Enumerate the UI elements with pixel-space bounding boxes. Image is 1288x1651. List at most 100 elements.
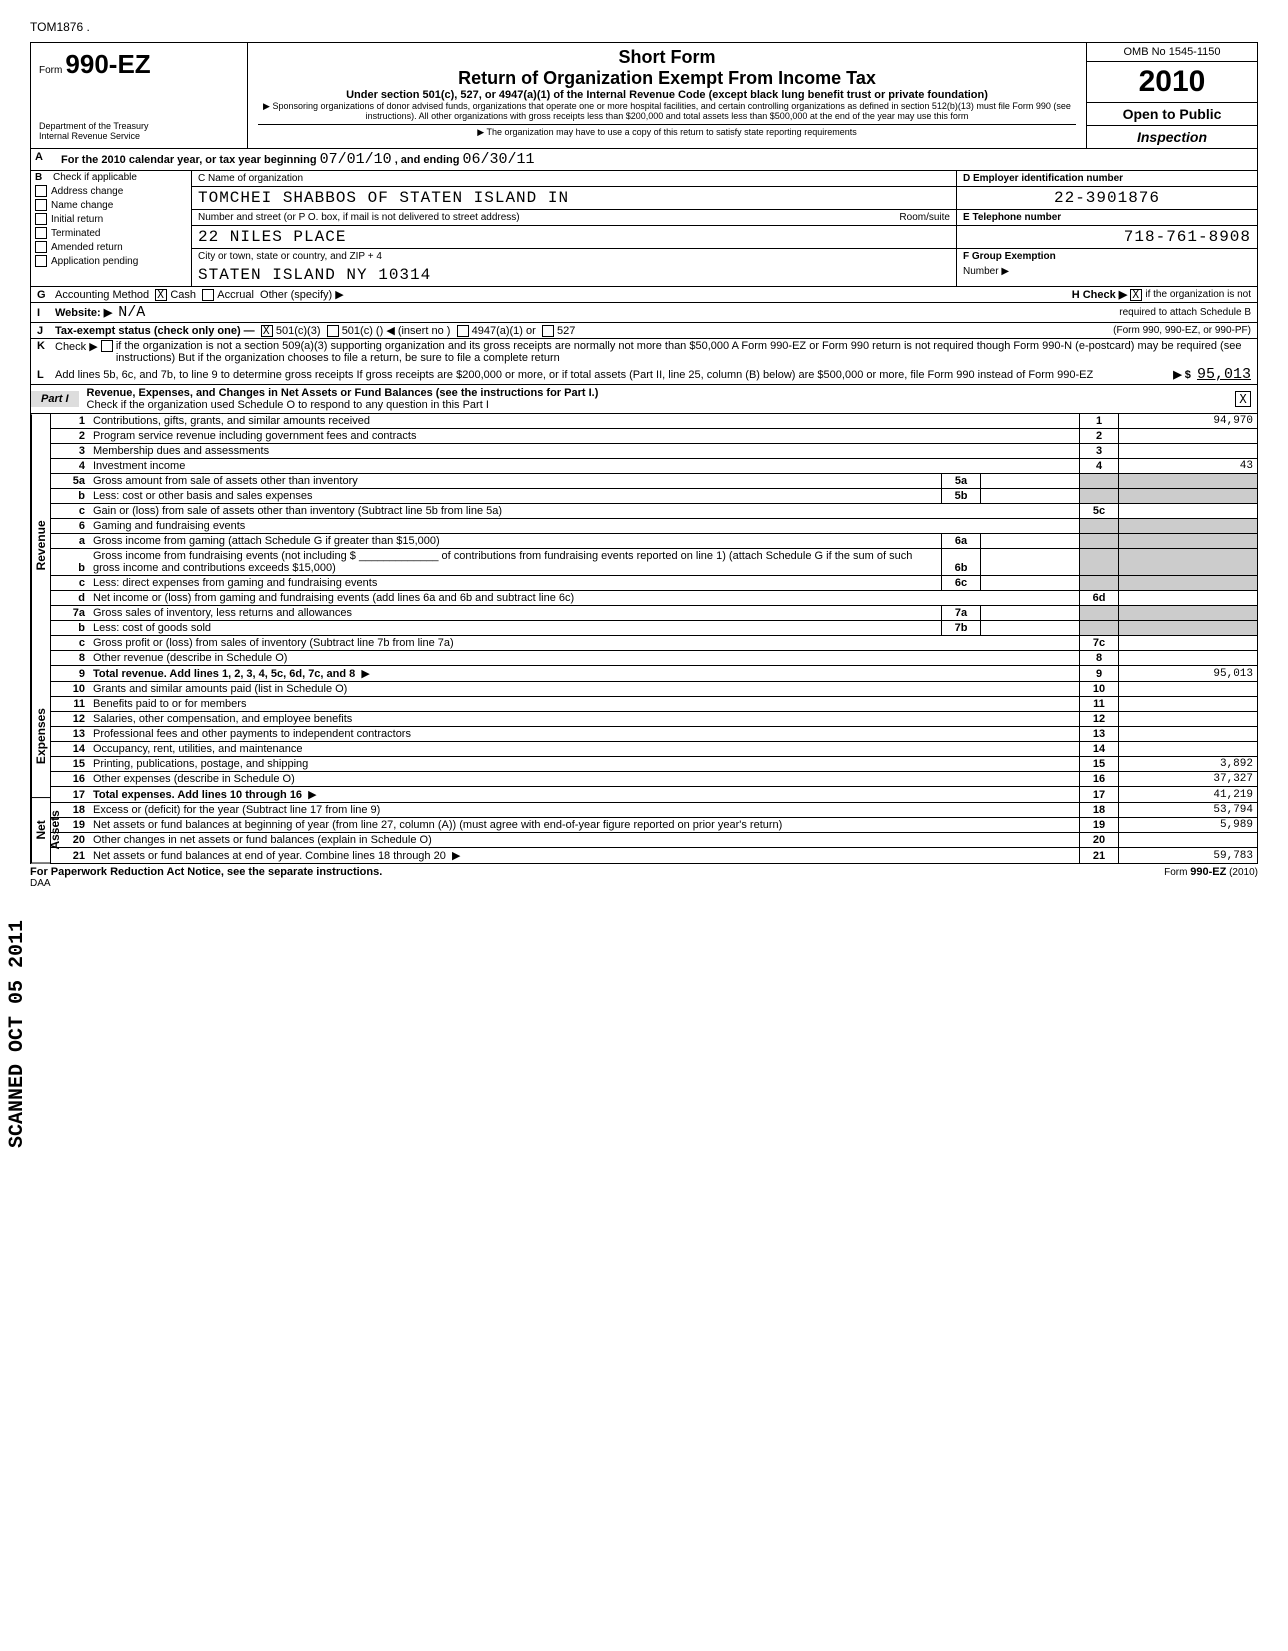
line-row-14: 14Occupancy, rent, utilities, and mainte… [51, 742, 1258, 757]
part1-header: Part I Revenue, Expenses, and Changes in… [30, 385, 1258, 414]
line-row-1: 1Contributions, gifts, grants, and simil… [51, 414, 1258, 429]
omb-number: OMB No 1545-1150 [1087, 43, 1257, 62]
check-terminated[interactable] [35, 227, 47, 239]
part1-tab: Part I [31, 391, 79, 407]
line-desc: Membership dues and assessments [89, 444, 1080, 459]
line-desc: Contributions, gifts, grants, and simila… [89, 414, 1080, 429]
f-label2: Number ▶ [963, 266, 1009, 277]
return-title: Return of Organization Exempt From Incom… [258, 68, 1076, 89]
mini-idx: 7b [942, 621, 981, 636]
idx-shade [1080, 606, 1119, 621]
line-row-11: 11Benefits paid to or for members11 [51, 697, 1258, 712]
mini-val [981, 621, 1080, 636]
h-label: H Check ▶ [1072, 288, 1128, 301]
line-idx: 1 [1080, 414, 1119, 429]
line-row-16: 16Other expenses (describe in Schedule O… [51, 772, 1258, 787]
mini-val [981, 474, 1080, 489]
idx-shade [1080, 489, 1119, 504]
line-desc: Less: cost or other basis and sales expe… [89, 489, 942, 504]
h-text2: required to attach Schedule B [1119, 307, 1251, 318]
line-idx: 17 [1080, 787, 1119, 803]
check-label-5: Application pending [51, 256, 138, 267]
return-subtitle: Under section 501(c), 527, or 4947(a)(1)… [258, 89, 1076, 101]
mini-val [981, 606, 1080, 621]
footer: For Paperwork Reduction Act Notice, see … [30, 864, 1258, 878]
mini-val [981, 489, 1080, 504]
line-val [1119, 697, 1258, 712]
k-check-label: Check ▶ [55, 340, 98, 353]
idx-shade [1080, 519, 1119, 534]
footer-form: 990-EZ [1190, 866, 1226, 878]
line-idx: 16 [1080, 772, 1119, 787]
line-row-9: 9Total revenue. Add lines 1, 2, 3, 4, 5c… [51, 666, 1258, 682]
check-527[interactable] [542, 325, 554, 337]
line-val: 94,970 [1119, 414, 1258, 429]
form-header: Form 990-EZ Department of the Treasury I… [30, 42, 1258, 149]
check-name-change[interactable] [35, 199, 47, 211]
check-501c[interactable] [327, 325, 339, 337]
c-label: C Name of organization [198, 173, 303, 184]
line-desc: Gross income from fundraising events (no… [89, 549, 942, 576]
check-k[interactable] [101, 340, 113, 352]
line-num: 7a [51, 606, 90, 621]
d-label: D Employer identification number [963, 173, 1123, 184]
line-num: 10 [51, 682, 90, 697]
check-cash[interactable] [155, 289, 167, 301]
check-h[interactable] [1130, 289, 1142, 301]
line-num: d [51, 591, 90, 606]
line-num: 13 [51, 727, 90, 742]
website-label: Website: ▶ [55, 306, 112, 319]
line-row-18: 18Excess or (deficit) for the year (Subt… [51, 803, 1258, 818]
line-row-b: bGross income from fundraising events (n… [51, 549, 1258, 576]
check-amended[interactable] [35, 241, 47, 253]
line-desc: Net income or (loss) from gaming and fun… [89, 591, 1080, 606]
line-val: 5,989 [1119, 818, 1258, 833]
top-code: TOM1876 . [30, 20, 1258, 34]
check-initial-return[interactable] [35, 213, 47, 225]
line-desc: Professional fees and other payments to … [89, 727, 1080, 742]
line-num: 16 [51, 772, 90, 787]
line-g: G Accounting Method Cash Accrual Other (… [30, 287, 1258, 303]
label-l: L [37, 369, 55, 381]
side-net-assets: Net Assets [31, 798, 50, 864]
dept-line2: Internal Revenue Service [39, 132, 239, 142]
line-num: 9 [51, 666, 90, 682]
501c3-label: 501(c)(3) [276, 325, 321, 337]
line-num: 12 [51, 712, 90, 727]
line-num: 21 [51, 848, 90, 864]
line-idx: 11 [1080, 697, 1119, 712]
mini-idx: 5a [942, 474, 981, 489]
gross-receipts: 95,013 [1197, 366, 1251, 383]
check-label-1: Name change [51, 200, 113, 211]
mini-idx: 5b [942, 489, 981, 504]
line-idx: 13 [1080, 727, 1119, 742]
line-num: 8 [51, 651, 90, 666]
line-desc: Salaries, other compensation, and employ… [89, 712, 1080, 727]
line-row-12: 12Salaries, other compensation, and empl… [51, 712, 1258, 727]
line-idx: 21 [1080, 848, 1119, 864]
line-idx: 8 [1080, 651, 1119, 666]
line-j: J Tax-exempt status (check only one) — 5… [30, 323, 1258, 339]
line-row-4: 4Investment income443 [51, 459, 1258, 474]
line-row-15: 15Printing, publications, postage, and s… [51, 757, 1258, 772]
part1-schedule-o-check[interactable]: X [1235, 391, 1251, 407]
check-4947[interactable] [457, 325, 469, 337]
line-idx: 19 [1080, 818, 1119, 833]
l-text: Add lines 5b, 6c, and 7b, to line 9 to d… [55, 369, 1173, 381]
line-row-a: aGross income from gaming (attach Schedu… [51, 534, 1258, 549]
fine-print-1: ▶ Sponsoring organizations of donor advi… [258, 101, 1076, 122]
check-application-pending[interactable] [35, 255, 47, 267]
check-501c3[interactable] [261, 325, 273, 337]
accounting-method-label: Accounting Method [55, 289, 149, 301]
check-accrual[interactable] [202, 289, 214, 301]
line-val: 3,892 [1119, 757, 1258, 772]
line-val [1119, 833, 1258, 848]
label-g: G [37, 289, 55, 301]
short-form: Short Form [258, 47, 1076, 68]
check-address-change[interactable] [35, 185, 47, 197]
f-label: F Group Exemption [963, 251, 1056, 262]
lines-table: 1Contributions, gifts, grants, and simil… [50, 414, 1258, 864]
line-desc: Gaming and fundraising events [89, 519, 1080, 534]
line-desc: Net assets or fund balances at beginning… [89, 818, 1080, 833]
line-desc: Gross amount from sale of assets other t… [89, 474, 942, 489]
